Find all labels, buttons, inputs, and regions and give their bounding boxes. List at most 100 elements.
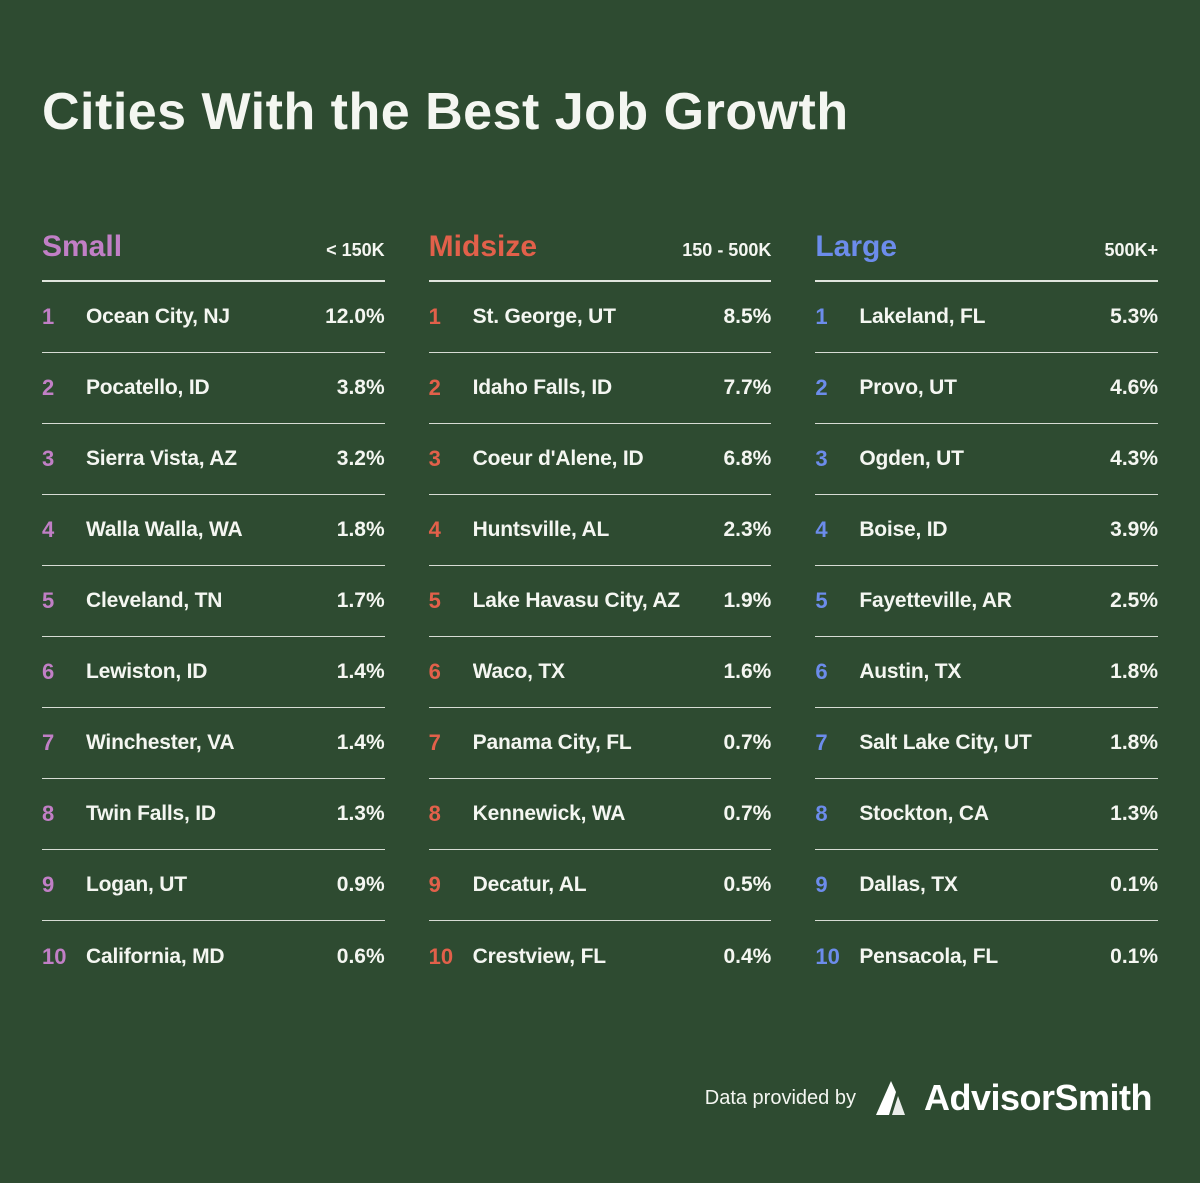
growth-value: 2.5% xyxy=(1110,589,1159,612)
table-row: 7 Winchester, VA 1.4% xyxy=(42,708,385,779)
growth-value: 1.3% xyxy=(336,802,385,825)
rank-number: 7 xyxy=(428,730,441,755)
growth-value: 2.3% xyxy=(723,518,772,541)
table-row: 2 Idaho Falls, ID 7.7% xyxy=(428,353,772,424)
city-name: Pensacola, FL xyxy=(859,944,998,968)
column-header-large: Large 500K+ xyxy=(815,230,1159,282)
city-name: Fayetteville, AR xyxy=(859,589,1012,612)
growth-value: 3.9% xyxy=(1110,518,1159,541)
growth-value: 0.7% xyxy=(723,802,772,825)
data-provided-by-label: Data provided by xyxy=(704,1086,856,1109)
growth-value: 5.3% xyxy=(1110,305,1159,328)
advisorsmith-logo-icon xyxy=(870,1078,910,1118)
city-name: California, MD xyxy=(86,944,225,968)
table-row: 2 Provo, UT 4.6% xyxy=(815,353,1159,424)
column-header-small: Small < 150K xyxy=(42,230,385,282)
growth-value: 1.3% xyxy=(1110,802,1159,825)
rank-number: 7 xyxy=(42,730,55,755)
growth-value: 3.8% xyxy=(336,376,385,399)
growth-value: 1.8% xyxy=(1110,731,1159,754)
table-row: 8 Stockton, CA 1.3% xyxy=(815,779,1159,850)
city-name: Sierra Vista, AZ xyxy=(86,447,237,470)
rank-number: 2 xyxy=(42,375,55,400)
column-label-midsize: Midsize xyxy=(428,230,538,263)
growth-value: 1.6% xyxy=(723,660,772,683)
city-name: Decatur, AL xyxy=(472,873,587,896)
rank-number: 6 xyxy=(42,659,55,684)
rank-number: 1 xyxy=(42,304,55,329)
growth-value: 6.8% xyxy=(723,447,772,470)
city-name: Crestview, FL xyxy=(472,944,606,968)
city-name: Logan, UT xyxy=(86,873,187,896)
table-row: 1 St. George, UT 8.5% xyxy=(428,282,772,353)
rank-number: 4 xyxy=(42,517,55,542)
city-name: Pocatello, ID xyxy=(86,376,210,399)
table-row: 8 Twin Falls, ID 1.3% xyxy=(42,779,385,850)
table-row: 5 Cleveland, TN 1.7% xyxy=(42,566,385,637)
growth-value: 1.8% xyxy=(336,518,385,541)
table-row: 6 Austin, TX 1.8% xyxy=(815,637,1159,708)
table-row: 3 Coeur d'Alene, ID 6.8% xyxy=(428,424,772,495)
rank-number: 5 xyxy=(42,588,55,613)
rank-number: 8 xyxy=(815,801,828,826)
rank-number: 10 xyxy=(428,943,454,969)
rank-number: 5 xyxy=(428,588,441,613)
city-name: Salt Lake City, UT xyxy=(859,731,1032,754)
growth-value: 1.4% xyxy=(336,731,385,754)
city-name: Idaho Falls, ID xyxy=(472,376,613,399)
table-row: 4 Boise, ID 3.9% xyxy=(815,495,1159,566)
rank-number: 3 xyxy=(815,446,828,471)
rank-number: 1 xyxy=(428,304,441,329)
table-row: 10 California, MD 0.6% xyxy=(42,921,385,992)
rank-number: 8 xyxy=(428,801,441,826)
growth-value: 3.2% xyxy=(336,447,385,470)
column-rows-large: 1 Lakeland, FL 5.3% 2 Provo, UT 4.6% 3 Ogden, U… xyxy=(815,282,1159,992)
table-row: 3 Sierra Vista, AZ 3.2% xyxy=(42,424,385,495)
rank-number: 7 xyxy=(815,730,828,755)
column-range-small: < 150K xyxy=(326,240,385,260)
table-row: 9 Logan, UT 0.9% xyxy=(42,850,385,921)
table-row: 9 Dallas, TX 0.1% xyxy=(815,850,1159,921)
city-name: Kennewick, WA xyxy=(472,802,626,825)
table-row: 4 Huntsville, AL 2.3% xyxy=(428,495,772,566)
rank-number: 9 xyxy=(42,872,55,897)
table-row: 7 Panama City, FL 0.7% xyxy=(428,708,772,779)
table-row: 2 Pocatello, ID 3.8% xyxy=(42,353,385,424)
growth-value: 4.3% xyxy=(1110,447,1159,470)
rank-number: 4 xyxy=(815,517,828,542)
growth-value: 0.5% xyxy=(723,873,772,896)
table-row: 10 Crestview, FL 0.4% xyxy=(429,921,772,992)
column-large: Large 500K+ 1 Lakeland, FL 5.3% 2 Provo, UT 4… xyxy=(815,230,1159,992)
rank-number: 10 xyxy=(42,943,67,969)
city-name: Lewiston, ID xyxy=(86,660,208,683)
table-row: 6 Waco, TX 1.6% xyxy=(428,637,772,708)
growth-value: 0.4% xyxy=(723,944,772,968)
footer: Data provided by AdvisorSmith xyxy=(704,1077,1153,1119)
city-name: Twin Falls, ID xyxy=(86,802,216,825)
rank-number: 6 xyxy=(428,659,441,684)
table-row: 5 Fayetteville, AR 2.5% xyxy=(815,566,1159,637)
column-midsize: Midsize 150 - 500K 1 St. George, UT 8.5% 2 I… xyxy=(428,230,772,992)
table-row: 8 Kennewick, WA 0.7% xyxy=(428,779,772,850)
growth-value: 4.6% xyxy=(1110,376,1159,399)
page-title: Cities With the Best Job Growth xyxy=(42,83,849,141)
city-name: Stockton, CA xyxy=(859,802,989,825)
table-row: 10 Pensacola, FL 0.1% xyxy=(815,921,1158,992)
growth-value: 0.7% xyxy=(723,731,772,754)
growth-value: 12.0% xyxy=(325,305,385,328)
city-name: Coeur d'Alene, ID xyxy=(472,447,644,470)
growth-value: 1.9% xyxy=(723,589,772,612)
rank-number: 3 xyxy=(42,446,55,471)
column-label-small: Small xyxy=(42,230,123,263)
growth-value: 1.8% xyxy=(1110,660,1159,683)
table-row: 1 Lakeland, FL 5.3% xyxy=(815,282,1159,353)
rank-number: 6 xyxy=(815,659,828,684)
table-row: 1 Ocean City, NJ 12.0% xyxy=(42,282,385,353)
column-header-midsize: Midsize 150 - 500K xyxy=(428,230,772,282)
table-row: 3 Ogden, UT 4.3% xyxy=(815,424,1159,495)
growth-value: 0.1% xyxy=(1110,873,1159,896)
table-row: 9 Decatur, AL 0.5% xyxy=(428,850,772,921)
rank-number: 2 xyxy=(428,375,441,400)
city-name: Lake Havasu City, AZ xyxy=(472,589,680,612)
